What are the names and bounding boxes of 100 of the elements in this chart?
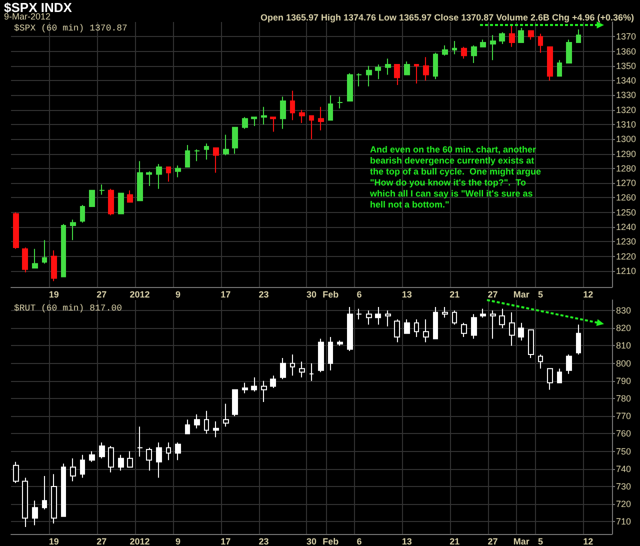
x-tick-label: 23 xyxy=(258,290,269,300)
candlestick xyxy=(471,314,477,340)
candlestick xyxy=(270,375,276,388)
candlestick xyxy=(137,426,143,458)
y-tick-label: 1240 xyxy=(616,222,636,232)
x-tick-label: 27 xyxy=(488,290,498,300)
candlestick xyxy=(22,477,28,528)
candlestick xyxy=(166,442,171,461)
y-tick-label: 1270 xyxy=(616,178,636,188)
y-tick-label: 1220 xyxy=(616,251,636,262)
candlestick xyxy=(547,368,553,390)
candlestick xyxy=(261,106,267,125)
candlestick xyxy=(328,336,333,371)
candlestick xyxy=(576,324,581,356)
candlestick xyxy=(127,450,133,468)
y-tick-label: 1250 xyxy=(616,207,636,218)
y-tick-label: 1330 xyxy=(616,90,636,100)
y-tick-label: 730 xyxy=(616,481,632,492)
candlestick xyxy=(528,329,534,359)
candlestick xyxy=(480,308,486,318)
candlestick xyxy=(175,442,181,461)
candlestick xyxy=(480,39,486,48)
x-tick-label: 6 xyxy=(356,290,362,300)
candlestick xyxy=(42,475,47,510)
x-tick-label: Feb xyxy=(322,290,340,300)
candlestick xyxy=(490,310,496,340)
candlestick xyxy=(404,318,410,334)
candlestick xyxy=(127,190,133,203)
y-tick-label: 1340 xyxy=(616,76,636,86)
candlestick xyxy=(347,306,353,352)
candlestick xyxy=(213,420,219,438)
x-tick-label: 27 xyxy=(96,536,107,546)
candlestick xyxy=(89,450,95,462)
candlestick xyxy=(299,109,305,124)
y-tick-label: 1300 xyxy=(616,134,636,144)
x-tick-label: 27 xyxy=(96,290,107,300)
candlestick xyxy=(518,27,524,43)
candlestick xyxy=(356,308,362,320)
x-tick-label: 19 xyxy=(48,536,59,546)
candlestick xyxy=(61,224,66,278)
candlestick xyxy=(185,419,190,434)
candlestick xyxy=(433,52,438,80)
y-tick-label: 810 xyxy=(616,340,632,351)
candlestick xyxy=(185,144,190,168)
candlestick xyxy=(242,382,248,394)
candlestick xyxy=(452,40,457,55)
candlestick xyxy=(251,116,257,126)
candlestick xyxy=(394,318,400,343)
candlestick xyxy=(166,166,171,182)
candlestick xyxy=(414,318,419,338)
candlestick xyxy=(318,338,324,373)
candlestick xyxy=(280,96,286,130)
candlestick xyxy=(51,250,57,282)
candlestick xyxy=(461,322,467,338)
candlestick xyxy=(318,106,324,131)
x-tick-label: 9 xyxy=(175,536,180,546)
candlestick xyxy=(223,134,229,156)
x-tick-label: Feb xyxy=(322,536,340,546)
candlestick xyxy=(89,190,95,207)
annotation: $RUT (60 min) 817.00 xyxy=(14,304,122,314)
candlestick xyxy=(99,184,105,196)
candlestick xyxy=(576,28,581,43)
candlestick xyxy=(538,33,543,54)
candlestick xyxy=(366,310,372,326)
candlestick xyxy=(118,454,124,472)
candlestick xyxy=(499,32,505,44)
candlestick xyxy=(375,306,381,326)
candlestick xyxy=(518,322,524,341)
candlestick xyxy=(270,116,276,132)
candlestick xyxy=(538,354,543,370)
candlestick xyxy=(509,24,515,48)
candlestick xyxy=(566,39,572,64)
candlestick xyxy=(509,312,515,346)
candlestick xyxy=(175,164,181,178)
candlestick xyxy=(194,148,200,162)
x-tick-label: 12 xyxy=(583,290,594,300)
x-tick-label: Mar xyxy=(513,290,530,300)
candlestick xyxy=(137,160,143,202)
candlestick xyxy=(337,340,343,346)
candlestick xyxy=(80,454,85,478)
candlestick xyxy=(261,380,267,403)
x-tick-label: 6 xyxy=(356,536,362,546)
candlestick xyxy=(557,368,562,384)
x-tick-label: 21 xyxy=(450,536,460,546)
y-tick-label: 1360 xyxy=(616,46,636,56)
candlestick xyxy=(385,58,391,76)
candlestick xyxy=(414,64,419,84)
candlestick xyxy=(118,192,124,214)
candlestick xyxy=(547,46,553,82)
y-tick-label: 710 xyxy=(616,516,632,527)
x-tick-label: 30 xyxy=(306,536,317,546)
candlestick xyxy=(337,96,343,109)
candlestick xyxy=(499,308,505,329)
candlestick xyxy=(356,72,362,87)
candlestick xyxy=(232,389,238,417)
candlestick xyxy=(213,147,219,174)
annotation: And even on the 60 min. chart, another bearish devergence currently exists at the top of a bull cycle. One might argue "How do you know it's the top?". To which all I can say is "Well it's sure as hell not a bottom." xyxy=(369,144,544,210)
y-tick-label: 820 xyxy=(616,323,632,334)
candlestick xyxy=(32,248,38,268)
x-tick-label: 17 xyxy=(220,290,231,300)
